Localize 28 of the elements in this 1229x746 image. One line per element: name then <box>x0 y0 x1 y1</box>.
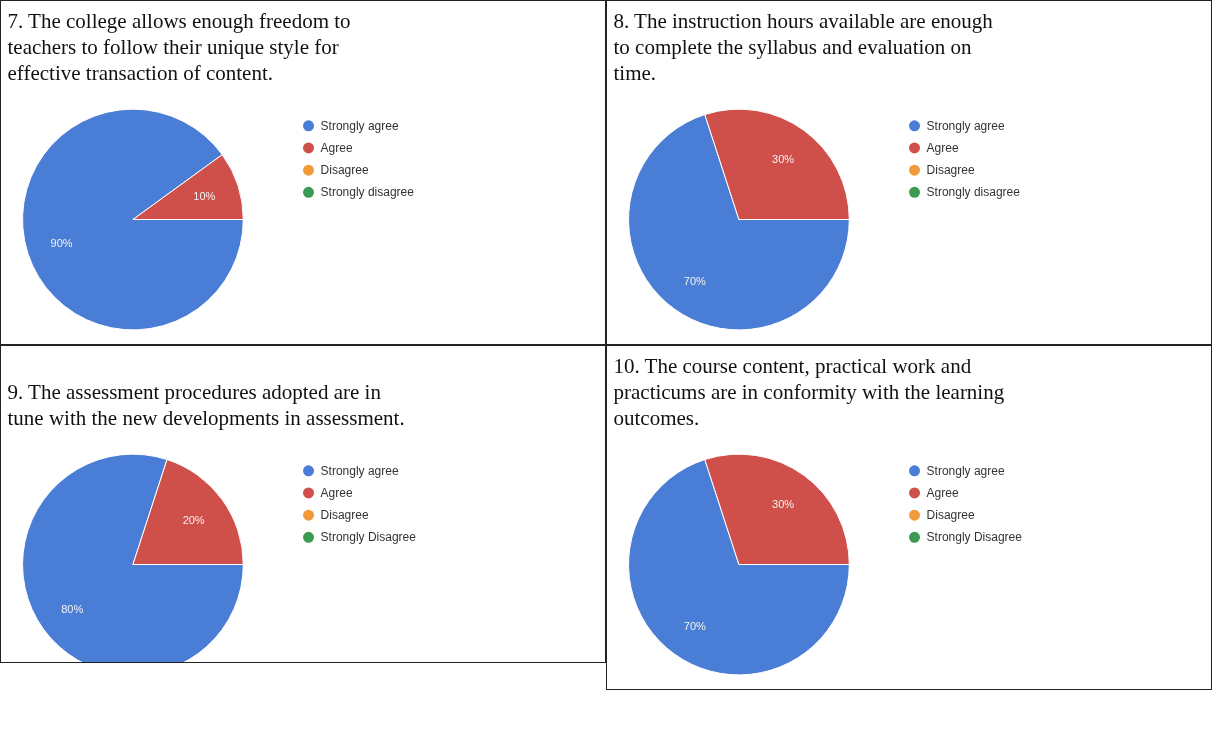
chart-title: 10. The course content, practical work and practicums are in conformity with the learning outcomes. <box>613 353 1005 431</box>
data-label: 90% <box>50 236 73 249</box>
legend-label: Agree <box>926 140 959 155</box>
data-label: 70% <box>683 274 707 287</box>
legend-label: Disagree <box>926 163 975 178</box>
chart-title: 8. The instruction hours available are enough to complete the syllabus and evaluation on time. <box>613 8 994 86</box>
legend-label: Disagree <box>320 163 369 178</box>
data-label: 30% <box>772 152 795 165</box>
legend-label: Agree <box>320 140 353 155</box>
chart-title: 9. The assessment procedures adopted are in tune with the new developments in assessment. <box>7 380 405 431</box>
legend-label: Agree <box>320 485 353 500</box>
data-label: 10% <box>193 190 216 203</box>
legend-label: Strongly disagree <box>926 185 1021 200</box>
legend-label: Disagree <box>320 508 369 523</box>
legend-label: Strongly agree <box>926 463 1005 478</box>
legend-label: Strongly Disagree <box>320 530 417 545</box>
legend-label: Strongly Disagree <box>926 530 1023 545</box>
chart-title: 7. The college allows enough freedom to teachers to follow their unique style for effective transaction of content. <box>7 8 351 86</box>
data-label: 80% <box>61 602 84 615</box>
data-label: 20% <box>182 514 205 527</box>
legend-label: Strongly agree <box>926 118 1005 133</box>
data-label: 70% <box>683 619 707 632</box>
legend-label: Strongly disagree <box>320 185 415 200</box>
legend-label: Agree <box>926 485 959 500</box>
legend-label: Disagree <box>926 508 975 523</box>
legend-label: Strongly agree <box>320 118 399 133</box>
data-label: 30% <box>772 497 795 510</box>
legend-label: Strongly agree <box>320 463 399 478</box>
